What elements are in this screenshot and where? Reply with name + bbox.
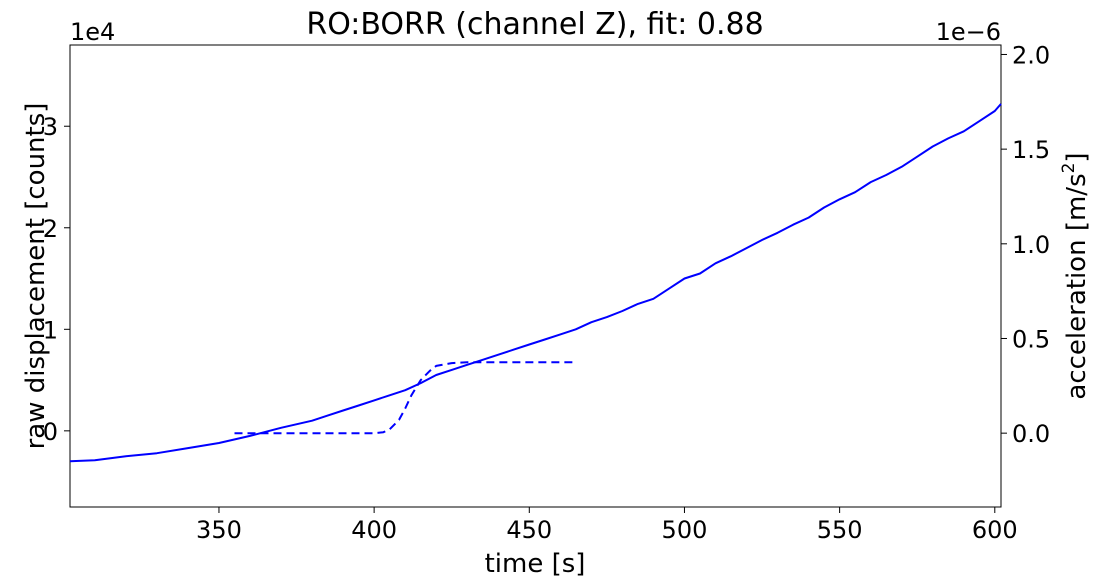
left-y-tick-label: 1	[43, 316, 58, 344]
plot-frame	[69, 44, 1002, 508]
right-y-axis-title: acceleration [m/s2]	[1059, 152, 1092, 399]
left-y-tick-label: 3	[43, 113, 58, 141]
right-y-tick-label: 0.0	[1012, 420, 1050, 448]
series-layer	[69, 103, 1002, 463]
x-tick-label: 600	[972, 516, 1018, 544]
right-y-axis-title-main: acceleration [m/s	[1062, 173, 1092, 399]
right-y-tick-label: 0.5	[1012, 325, 1050, 353]
chart-title: RO:BORR (channel Z), fit: 0.88	[306, 7, 763, 42]
right-offset-label: 1e−6	[936, 18, 1001, 46]
x-tick-label: 450	[506, 516, 552, 544]
right-y-tick-label: 1.0	[1012, 231, 1050, 259]
x-tick-label: 500	[662, 516, 708, 544]
x-axis-ticks: 350 400 450 500 550 600	[196, 507, 1018, 544]
x-tick-label: 550	[817, 516, 863, 544]
left-y-axis-title: raw displacement [counts]	[21, 103, 51, 450]
raw-displacement-line	[69, 103, 1002, 463]
left-y-tick-label: 0	[43, 418, 58, 446]
right-y-tick-label: 1.5	[1012, 136, 1050, 164]
right-y-axis-title-end: ]	[1062, 152, 1092, 162]
x-tick-label: 350	[196, 516, 242, 544]
acceleration-fit-line	[234, 361, 576, 435]
left-y-axis-ticks: 0 1 2 3	[43, 113, 70, 446]
right-y-axis-title-sup: 2	[1059, 163, 1079, 174]
left-y-tick-label: 2	[43, 215, 58, 243]
x-tick-label: 400	[351, 516, 397, 544]
left-offset-label: 1e4	[70, 18, 115, 46]
right-y-axis-ticks: 0.0 0.5 1.0 1.5 2.0	[1001, 41, 1050, 448]
right-y-tick-label: 2.0	[1012, 41, 1050, 69]
x-axis-title: time [s]	[485, 549, 586, 579]
